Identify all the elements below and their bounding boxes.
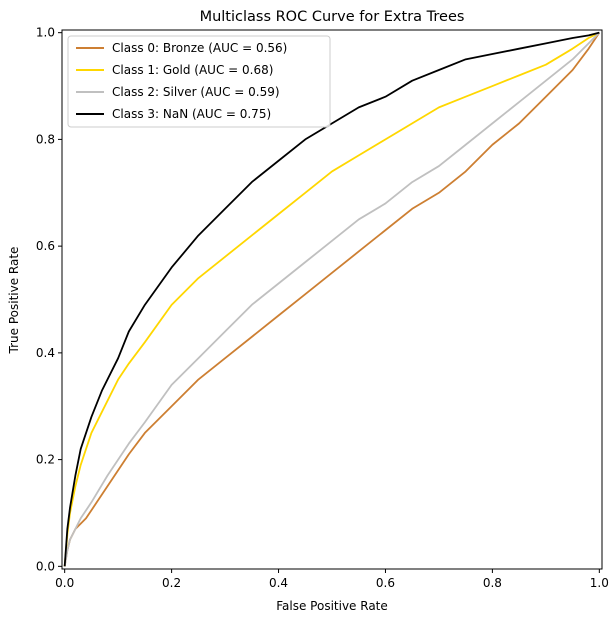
series-line-1: [63, 31, 600, 567]
legend-label-2: Class 2: Silver (AUC = 0.59): [112, 85, 280, 99]
series-line-3: [63, 31, 600, 567]
x-tick-label: 0.0: [55, 576, 74, 590]
series-line-0: [63, 32, 601, 567]
y-tick-label: 1.0: [36, 26, 55, 40]
legend: Class 0: Bronze (AUC = 0.56) Class 1: Gol…: [67, 35, 331, 128]
legend-label-1: Class 1: Gold (AUC = 0.68): [112, 63, 273, 77]
y-tick-label: 0.4: [36, 346, 55, 360]
legend-box: [67, 35, 331, 128]
plot-lines: [63, 31, 601, 567]
x-tick-label: 0.2: [162, 576, 181, 590]
chart-title: Multiclass ROC Curve for Extra Trees: [200, 9, 465, 25]
y-tick-label: 0.0: [36, 559, 55, 573]
plot-frame: [61, 29, 603, 570]
legend-label-3: Class 3: NaN (AUC = 0.75): [112, 107, 271, 121]
x-tick-label: 0.4: [269, 576, 288, 590]
y-tick-label: 0.2: [36, 453, 55, 467]
y-tick-label: 0.8: [36, 132, 55, 146]
legend-label-0: Class 0: Bronze (AUC = 0.56): [112, 41, 287, 55]
x-tick-label: 0.6: [376, 576, 395, 590]
series-line-2: [63, 32, 600, 567]
axis-ticks: 0.0 0.2 0.4 0.6 0.8 1.0 0.0 0.2 0.4 0.6 0.8 1.0: [36, 26, 609, 590]
y-tick-label: 0.6: [36, 239, 55, 253]
x-tick-label: 1.0: [590, 576, 609, 590]
x-axis-label: False Positive Rate: [276, 599, 388, 613]
x-tick-label: 0.8: [483, 576, 502, 590]
y-axis-label: True Positive Rate: [7, 247, 21, 355]
